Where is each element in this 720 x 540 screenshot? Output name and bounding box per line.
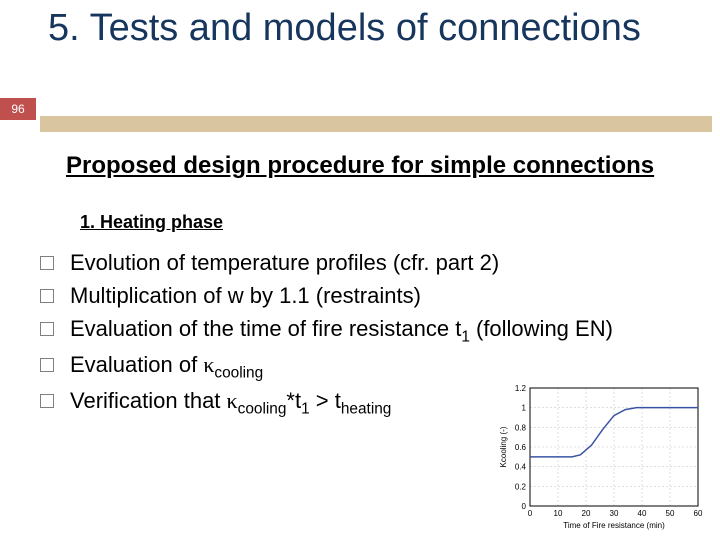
phase-label: 1. Heating phase <box>80 212 223 233</box>
svg-text:0: 0 <box>522 502 527 511</box>
subtitle: Proposed design procedure for simple con… <box>66 152 654 180</box>
list-item: Evolution of temperature profiles (cfr. … <box>40 248 680 279</box>
svg-text:0: 0 <box>528 509 533 518</box>
bullet-marker-icon <box>40 322 54 336</box>
bullet-marker-icon <box>40 289 54 303</box>
title-underline <box>40 116 712 132</box>
bullet-marker-icon <box>40 358 54 372</box>
kcooling-chart: 0 10 20 30 40 50 60 0 0.2 0.4 0.6 0.8 1 1.2 Time of Fi… <box>496 382 706 532</box>
svg-text:0.6: 0.6 <box>515 443 527 452</box>
bullet-text: Evaluation of κcooling <box>70 350 680 384</box>
bullet-text: Evolution of temperature profiles (cfr. … <box>70 248 680 279</box>
svg-text:50: 50 <box>666 509 675 518</box>
svg-text:0.2: 0.2 <box>515 482 527 491</box>
list-item: Multiplication of w by 1.1 (restraints) <box>40 281 680 312</box>
svg-text:0.8: 0.8 <box>515 423 527 432</box>
slide-title: 5. Tests and models of connections <box>48 6 641 52</box>
list-item: Evaluation of the time of fire resistanc… <box>40 314 680 348</box>
page-number: 96 <box>0 98 36 120</box>
svg-text:40: 40 <box>638 509 647 518</box>
svg-text:10: 10 <box>554 509 563 518</box>
list-item: Evaluation of κcooling <box>40 350 680 384</box>
bullet-marker-icon <box>40 256 54 270</box>
bullet-marker-icon <box>40 394 54 408</box>
svg-text:Kcooling (-): Kcooling (-) <box>499 426 508 467</box>
svg-text:20: 20 <box>582 509 591 518</box>
bullet-text: Multiplication of w by 1.1 (restraints) <box>70 281 680 312</box>
svg-text:1: 1 <box>522 404 527 413</box>
bullet-text: Evaluation of the time of fire resistanc… <box>70 314 680 348</box>
svg-text:Time of Fire resistance (min): Time of Fire resistance (min) <box>563 521 665 530</box>
svg-text:0.4: 0.4 <box>515 463 527 472</box>
svg-text:60: 60 <box>694 509 703 518</box>
svg-text:30: 30 <box>610 509 619 518</box>
svg-text:1.2: 1.2 <box>515 384 527 393</box>
